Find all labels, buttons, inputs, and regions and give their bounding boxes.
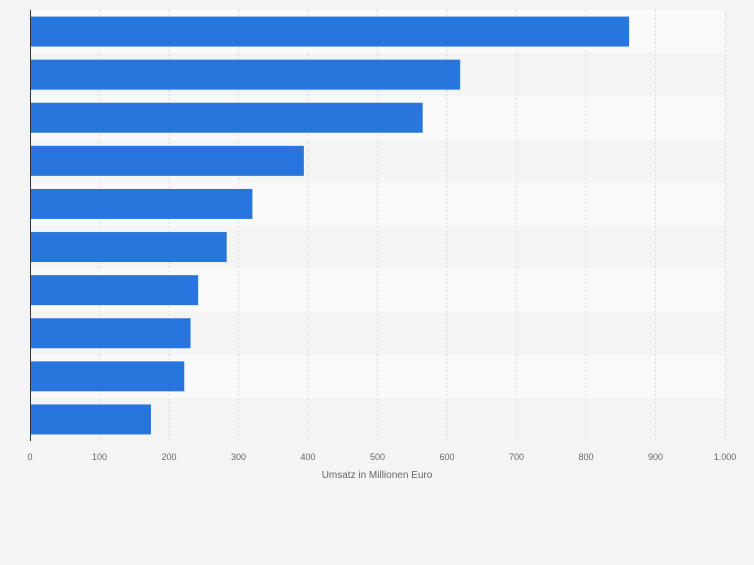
bar	[30, 145, 304, 176]
bar	[30, 361, 185, 392]
x-tick-label: 600	[439, 452, 454, 462]
x-tick-label: 300	[231, 452, 246, 462]
x-tick-label: 900	[648, 452, 663, 462]
bar	[30, 188, 253, 219]
bars	[30, 16, 630, 435]
x-tick-label: 400	[300, 452, 315, 462]
bar	[30, 318, 191, 349]
bar	[30, 232, 227, 263]
bar	[30, 16, 630, 47]
x-tick-label: 500	[370, 452, 385, 462]
x-tick-label: 0	[27, 452, 32, 462]
bar	[30, 102, 423, 133]
x-axis-label: Umsatz in Millionen Euro	[322, 470, 433, 481]
x-tick-label: 700	[509, 452, 524, 462]
x-tick-label: 800	[578, 452, 593, 462]
bar	[30, 59, 461, 90]
bar	[30, 404, 151, 435]
x-tick-label: 1.000	[714, 452, 737, 462]
x-tick-label: 200	[161, 452, 176, 462]
x-tick-labels: 0 100 200 300 400 500 600 700 800 900 1.000	[27, 452, 736, 462]
x-tick-label: 100	[92, 452, 107, 462]
bar	[30, 275, 199, 306]
